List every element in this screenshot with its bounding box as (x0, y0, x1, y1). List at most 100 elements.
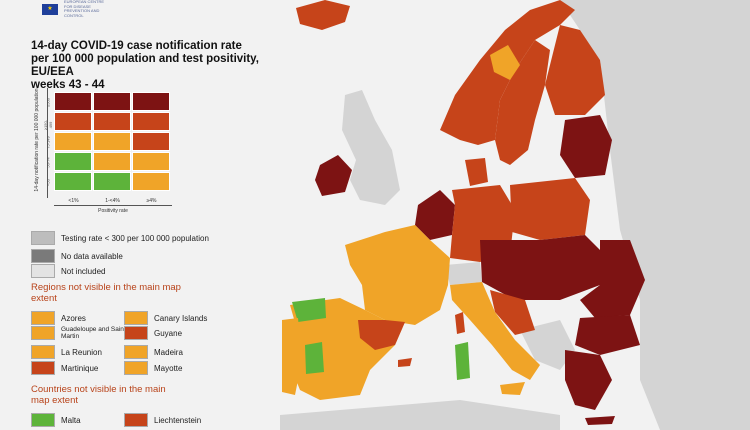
map-spain-catalonia (358, 320, 405, 350)
map-galicia (292, 298, 326, 322)
legend-swatch (31, 361, 55, 375)
legend-swatch (31, 249, 55, 263)
x-tick: 1-<4% (105, 198, 120, 204)
legend-swatch (31, 413, 55, 427)
legend-label: Guyane (154, 328, 183, 338)
country-liechtenstein: Liechtenstein (124, 413, 201, 427)
legend-label: Azores (61, 313, 86, 323)
legend-swatch (124, 311, 148, 325)
legend-swatch (31, 231, 55, 245)
map-title: 14-day COVID-19 case notification rate p… (31, 40, 261, 92)
map-denmark (465, 158, 488, 186)
region-azores: Azores (31, 311, 86, 325)
legend-matrix (54, 92, 170, 191)
legend-swatch (31, 264, 55, 278)
map-benelux (415, 190, 455, 240)
legend-label: No data available (61, 251, 123, 261)
matrix-cell (93, 132, 131, 151)
regions-heading: Regions not visible in the main map exte… (31, 282, 181, 304)
x-tick: <1% (68, 198, 79, 204)
legend-swatch (124, 361, 148, 375)
legend-swatch (124, 326, 148, 340)
y-tick: <50 (45, 179, 51, 186)
logo-text: EUROPEAN CENTRE FOR DISEASE PREVENTION A… (64, 0, 105, 18)
legend-label: Canary Islands (154, 313, 208, 323)
region-madeira: Madeira (124, 345, 183, 359)
matrix-cell (132, 112, 170, 131)
legend-label: Guadeloupe and Saint Martin (61, 326, 126, 340)
map-central-europe (480, 235, 600, 300)
matrix-cell (132, 92, 170, 111)
matrix-x-label: Positivity rate (98, 208, 128, 214)
region-martinique: Martinique (31, 361, 98, 375)
y-tick: 75-149 (45, 136, 51, 149)
country-malta: Malta (31, 413, 81, 427)
legend-no-data: No data available (31, 249, 123, 263)
legend-label: Testing rate < 300 per 100 000 populatio… (61, 233, 209, 243)
y-tick: ≥150-499 (43, 119, 53, 131)
matrix-cell (54, 92, 92, 111)
region-mayotte: Mayotte (124, 361, 182, 375)
legend-swatch (31, 311, 55, 325)
matrix-cell (54, 112, 92, 131)
legend-not-included: Not included (31, 264, 105, 278)
y-tick: ≥500 (45, 98, 51, 107)
map-romania (580, 240, 645, 318)
map-croatia (490, 290, 535, 335)
map-finland (545, 25, 605, 115)
matrix-cell (93, 152, 131, 171)
map-greece (565, 350, 612, 410)
countries-heading: Countries not visible in the main map ex… (31, 384, 166, 406)
matrix-y-arrow (47, 88, 48, 198)
legend-label: Madeira (154, 347, 183, 357)
title-line-1: 14-day COVID-19 case notification rate (31, 40, 242, 52)
ecdc-logo: ★ EUROPEAN CENTRE FOR DISEASE PREVENTION… (42, 0, 112, 18)
legend-label: La Reunion (61, 347, 102, 357)
map-sicily (500, 382, 525, 395)
matrix-cell (132, 172, 170, 191)
map-sweden-orange (490, 45, 520, 80)
map-italy (450, 282, 540, 380)
legend-label: Liechtenstein (154, 415, 202, 425)
map-corsica (455, 312, 465, 334)
region-guadeloupe: Guadeloupe and Saint Martin (31, 326, 131, 340)
matrix-cell (54, 152, 92, 171)
legend-label: Mayotte (154, 363, 183, 373)
matrix-cell (93, 172, 131, 191)
legend-label: Malta (61, 415, 81, 425)
legend-testing-rate: Testing rate < 300 per 100 000 populatio… (31, 231, 209, 245)
region-la-reunion: La Reunion (31, 345, 102, 359)
eu-flag-icon: ★ (42, 3, 58, 15)
legend-swatch (124, 413, 148, 427)
matrix-cell (93, 92, 131, 111)
y-tick: 50-74 (45, 157, 51, 168)
title-line-2: per 100 000 population and test positivi… (31, 53, 259, 78)
map-france (345, 225, 450, 325)
matrix-cell (93, 112, 131, 131)
matrix-y-axis: 14-day notification rate per 100 000 pop… (30, 88, 40, 202)
map-balearic (398, 358, 412, 367)
map-iceland (296, 0, 350, 30)
map-portugal (282, 318, 302, 395)
title-line-3: weeks 43 - 44 (31, 79, 105, 91)
map-baltics (560, 115, 612, 178)
x-tick: ≥4% (146, 198, 157, 204)
map-spain-green-center (305, 342, 324, 374)
map-poland (510, 178, 590, 240)
matrix-y-ticks: ≥500 ≥150-499 75-149 50-74 <50 (40, 92, 53, 192)
africa-land (280, 400, 560, 430)
region-canary-islands: Canary Islands (124, 311, 207, 325)
legend-label: Not included (61, 266, 106, 276)
region-guyane: Guyane (124, 326, 182, 340)
matrix-cell (132, 132, 170, 151)
switzerland (445, 262, 482, 285)
map-sardinia (455, 342, 470, 380)
map-ireland (315, 155, 352, 196)
legend-swatch (31, 326, 55, 340)
legend-swatch (124, 345, 148, 359)
legend-label: Martinique (61, 363, 99, 373)
map-crete (585, 416, 615, 425)
legend-swatch (31, 345, 55, 359)
